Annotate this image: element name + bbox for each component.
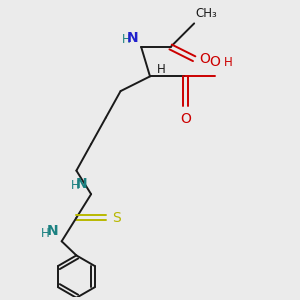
Text: N: N bbox=[127, 31, 138, 44]
Text: H: H bbox=[157, 62, 165, 76]
Text: H: H bbox=[70, 179, 79, 192]
Text: O: O bbox=[180, 112, 191, 126]
Text: H: H bbox=[122, 33, 130, 46]
Text: CH₃: CH₃ bbox=[196, 8, 217, 20]
Text: S: S bbox=[112, 211, 121, 225]
Text: O: O bbox=[209, 55, 220, 69]
Text: H: H bbox=[224, 56, 233, 69]
Text: N: N bbox=[76, 177, 88, 191]
Text: H: H bbox=[41, 226, 50, 239]
Text: N: N bbox=[46, 224, 58, 238]
Text: O: O bbox=[200, 52, 210, 66]
